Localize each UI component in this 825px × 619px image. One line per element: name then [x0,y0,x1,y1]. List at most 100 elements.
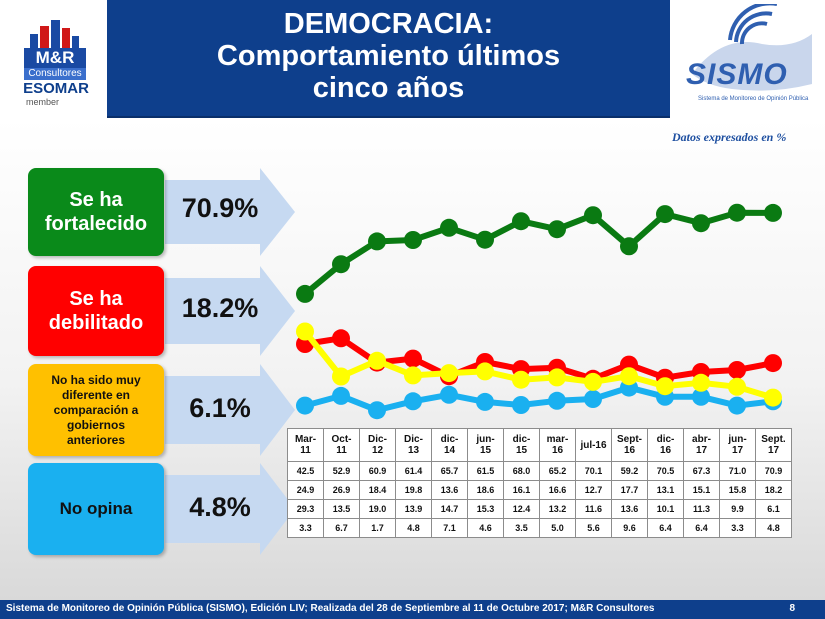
series-0-point-12 [728,203,746,222]
series-1-point-13 [764,354,782,373]
table-cell: 6.4 [683,518,720,538]
series-0-point-1 [332,255,350,274]
sismo-logo: SISMO Sistema de Monitoreo de Opinión Pú… [672,4,822,114]
arrow-shape-1 [165,168,295,256]
table-cell: 42.5 [287,461,324,481]
series-3-point-3 [404,392,422,411]
buildings-icon [30,20,79,48]
category-debilitado: Se ha debilitado [28,266,164,356]
table-cell: 4.8 [395,518,432,538]
table-row: 24.9 26.9 18.4 19.8 13.6 18.6 16.1 16.6 12.7 17.7… [287,480,792,500]
table-cell: 12.7 [575,480,612,500]
title-line-2: Comportamiento últimos [216,40,561,72]
table-cell: 68.0 [503,461,540,481]
title-line-1: DEMOCRACIA: [283,8,494,40]
series-3-point-4 [440,385,458,404]
units-note: Datos expresados en % [672,130,787,144]
title-box: DEMOCRACIA: Comportamiento últimos cinco… [107,0,670,118]
table-header-cell: abr- 17 [683,428,720,462]
series-1-point-3 [404,349,422,368]
series-2-point-13 [764,388,782,407]
table-row: 42.5 52.9 60.9 61.4 65.7 61.5 68.0 65.2 70.1 59.2… [287,461,792,481]
series-3-point-6 [512,396,530,414]
table-cell: 70.1 [575,461,612,481]
series-2-point-2 [368,351,386,370]
table-cell: 4.8 [755,518,792,538]
series-0-point-3 [404,231,422,249]
table-cell: 24.9 [287,480,324,500]
series-3-point-12 [728,396,746,415]
table-header-cell: Mar- 11 [287,428,324,462]
table-cell: 6.1 [755,499,792,519]
table-header-cell: Dic- 13 [395,428,432,462]
table-header-cell: jun- 15 [467,428,504,462]
table-cell: 19.8 [395,480,432,500]
table-cell: 6.4 [647,518,684,538]
series-2-point-0 [296,322,314,341]
series-1-point-12 [728,361,746,379]
table-header-row: Mar- 11 Oct- 11 Dic- 12 Dic- 13 dic- 14 jun- 15 dic-… [287,428,792,462]
table-cell: 3.3 [719,518,756,538]
category-no-opina-line-1: No opina [59,499,133,518]
series-3-point-5 [476,392,494,411]
table-cell: 61.4 [395,461,432,481]
series-0-point-6 [512,212,530,231]
table-header-cell: dic- 15 [503,428,540,462]
table-cell: 18.2 [755,480,792,500]
category-fortalecido-line-1: Se ha [69,189,123,211]
series-2-point-5 [476,362,494,381]
category-no-diferente-line-1: No ha sido muy [51,372,141,387]
arrow-shape-2 [165,266,295,356]
category-no-diferente-line-5: anteriores [66,432,126,447]
series-0-point-5 [476,230,494,249]
page-title: DEMOCRACIA: Comportamiento últimos cinco… [107,8,670,104]
table-header-cell: Oct- 11 [323,428,360,462]
series-3-point-7 [548,391,566,410]
table-cell: 14.7 [431,499,468,519]
logo-mr-text: M&R [24,48,86,68]
arrow-shape-3 [165,364,295,456]
series-0-point-2 [368,232,386,251]
sismo-logo-text: SISMO [686,58,788,91]
table-cell: 16.1 [503,480,540,500]
category-fortalecido: Se ha fortalecido [28,168,164,256]
logo-member-text: member [26,97,60,107]
series-2-point-4 [440,364,458,383]
table-header-cell: Dic- 12 [359,428,396,462]
table-header-cell: mar- 16 [539,428,576,462]
series-0-point-9 [620,237,638,256]
category-no-diferente-line-2: diferente en [61,387,130,402]
table-cell: 17.7 [611,480,648,500]
category-fortalecido-value: 70.9% [181,193,259,223]
table-cell: 4.6 [467,518,504,538]
series-2-point-12 [728,377,746,396]
table-cell: 11.3 [683,499,720,519]
series-2-point-11 [692,373,710,392]
table-header-cell: jun- 17 [719,428,756,462]
logo-consultores-text: Consultores [24,68,86,80]
table-cell: 13.6 [431,480,468,500]
page-number: 8 [789,603,795,614]
table-cell: 52.9 [323,461,360,481]
table-cell: 5.0 [539,518,576,538]
category-no-opina-value: 4.8% [189,492,251,522]
table-header-cell: dic- 14 [431,428,468,462]
table-cell: 13.9 [395,499,432,519]
table-cell: 15.3 [467,499,504,519]
series-2-point-6 [512,370,530,389]
series-0-point-0 [296,284,314,303]
series-0-point-11 [692,214,710,233]
table-cell: 13.5 [323,499,360,519]
table-cell: 65.7 [431,461,468,481]
table-row: 3.3 6.7 1.7 4.8 7.1 4.6 3.5 5.0 5.6 9.6 6.4 6.4 3.3 4… [287,518,792,538]
table-cell: 15.8 [719,480,756,500]
table-cell: 19.0 [359,499,396,519]
table-cell: 18.6 [467,480,504,500]
table-cell: 10.1 [647,499,684,519]
table-header-cell: Sept. 17 [755,428,792,462]
line-chart [296,203,782,420]
footer-text: Sistema de Monitoreo de Opinión Pública … [6,603,655,614]
table-cell: 7.1 [431,518,468,538]
series-3-point-8 [584,390,602,408]
table-cell: 59.2 [611,461,648,481]
